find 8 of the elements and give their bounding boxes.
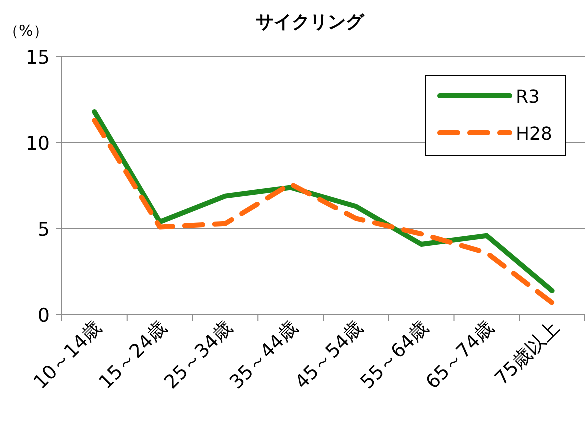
- chart-title: サイクリング: [256, 12, 365, 33]
- y-tick-label: 15: [26, 47, 50, 69]
- y-tick-label: 0: [38, 305, 50, 327]
- legend-label: R3: [516, 87, 540, 108]
- y-tick-label: 10: [26, 133, 50, 155]
- legend-label: H28: [516, 124, 552, 145]
- y-tick-label: 5: [38, 219, 50, 241]
- y-axis-title: （%）: [4, 22, 48, 40]
